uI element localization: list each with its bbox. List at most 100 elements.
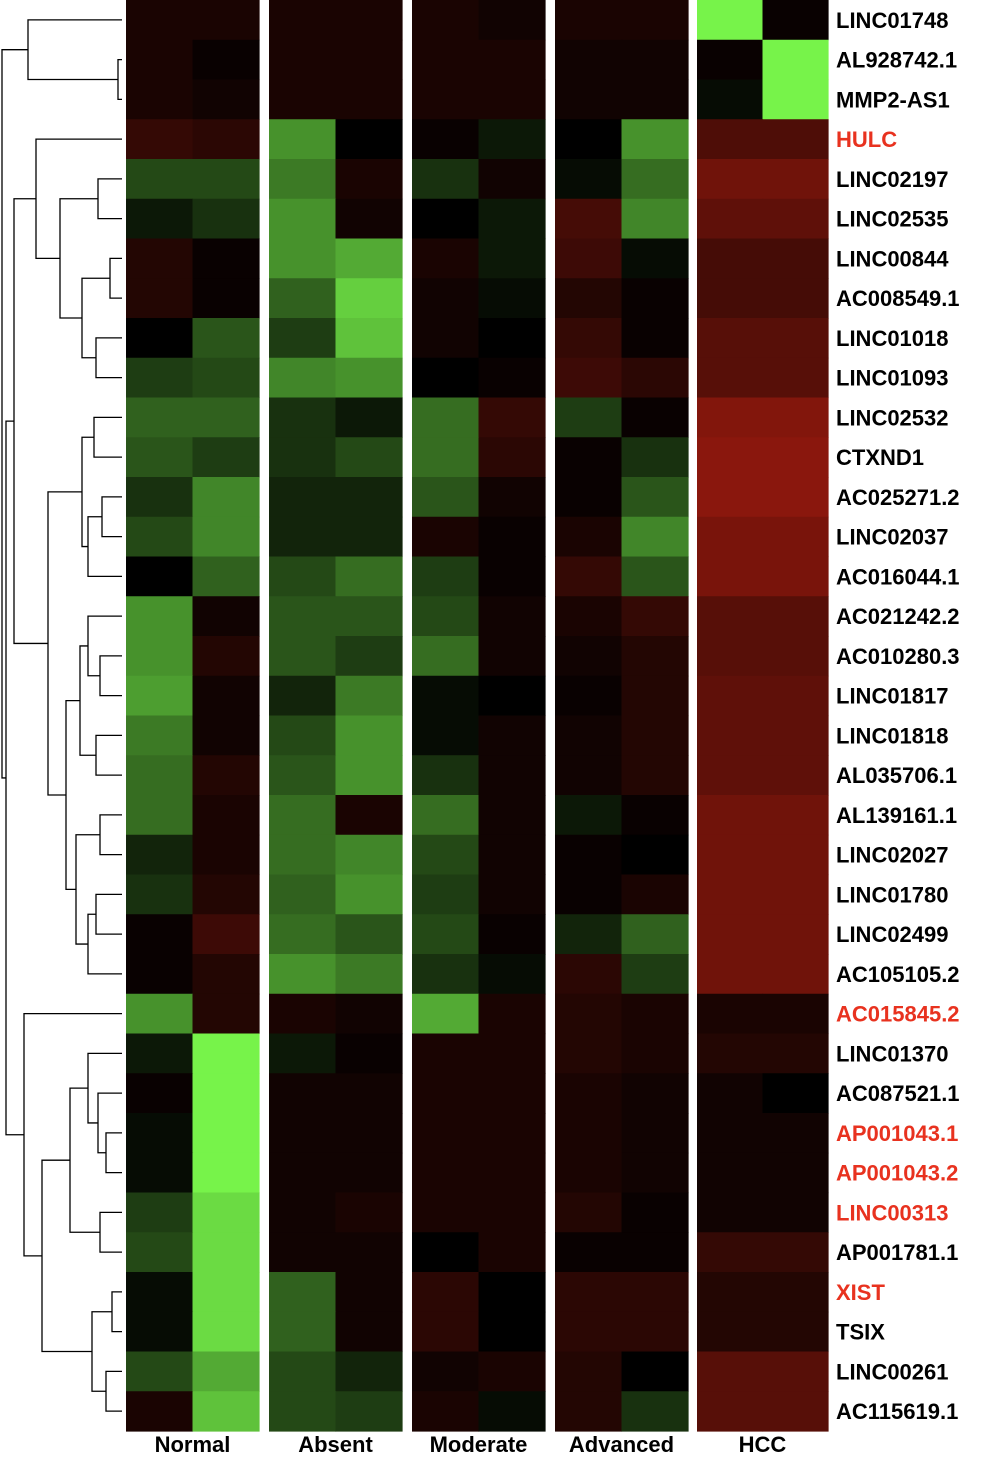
heatmap-cell [621, 596, 689, 637]
heatmap-cell [269, 1311, 337, 1353]
heatmap-cell [555, 1272, 623, 1313]
heatmap-cell [335, 198, 403, 240]
heatmap-cell [192, 993, 260, 1035]
heatmap-cell [555, 1073, 623, 1114]
heatmap-cell [192, 1311, 260, 1353]
heatmap-cell [335, 1351, 403, 1392]
dendrogram-branch [91, 1311, 112, 1392]
heatmap-cell [412, 834, 480, 876]
group-label: Advanced [569, 1432, 674, 1457]
heatmap-cell [478, 198, 546, 240]
row-label: LINC01818 [836, 723, 949, 748]
row-label: AP001781.1 [836, 1240, 958, 1265]
heatmap-cell [335, 914, 403, 955]
heatmap-cell [335, 1311, 403, 1353]
heatmap-cell [335, 1152, 403, 1194]
heatmap-cell [621, 914, 689, 955]
heatmap-cell [697, 318, 764, 359]
heatmap-cell [126, 914, 194, 955]
row-label: AC105105.2 [836, 962, 960, 987]
dendrogram-branch [99, 814, 122, 856]
heatmap-cell [555, 1232, 623, 1273]
heatmap-cell [192, 119, 260, 160]
heatmap-cell [335, 159, 403, 200]
heatmap-cell [621, 1232, 689, 1273]
heatmap-cell [621, 198, 689, 240]
heatmap-cell [478, 1232, 546, 1273]
row-label: LINC00844 [836, 246, 949, 271]
heatmap-cell [762, 357, 829, 399]
row-label: LINC02197 [836, 167, 949, 192]
heatmap-cell [126, 437, 194, 478]
heatmap-cell [697, 1033, 764, 1074]
heatmap-cell [192, 556, 260, 597]
dendrogram-branch [95, 337, 122, 379]
heatmap-cell [621, 477, 689, 518]
row-label: LINC01018 [836, 326, 949, 351]
heatmap-cell [126, 993, 194, 1035]
heatmap-cell [126, 0, 194, 41]
heatmap-cell [621, 834, 689, 876]
heatmap-cell [126, 834, 194, 876]
heatmap-cell [697, 1272, 764, 1313]
heatmap-cell [126, 715, 194, 756]
heatmap-cell [192, 675, 260, 717]
heatmap-cell [412, 1232, 480, 1273]
heatmap-cell [335, 357, 403, 399]
heatmap-cell [621, 1152, 689, 1194]
row-label: CTXND1 [836, 445, 924, 470]
heatmap-cell [478, 954, 546, 995]
heatmap-cell [126, 1073, 194, 1114]
heatmap-cell [126, 954, 194, 995]
dendrogram-branch [99, 655, 122, 697]
heatmap-cell [621, 636, 689, 677]
group-labels: Normal Absent Moderate Advanced HCC [155, 1432, 787, 1457]
heatmap-cell [412, 993, 480, 1035]
heatmap-cell [697, 1192, 764, 1233]
heatmap-cell [269, 397, 337, 438]
heatmap-cell [335, 834, 403, 876]
heatmap-cell [192, 79, 260, 120]
heatmap-cell [335, 79, 403, 120]
heatmap-cell [478, 993, 546, 1035]
heatmap-cell [478, 1113, 546, 1154]
heatmap-cell [555, 914, 623, 955]
dendrogram-branch [87, 615, 122, 677]
heatmap-cell [269, 993, 337, 1035]
heatmap-cell [412, 1391, 480, 1432]
dendrogram-branch [97, 178, 122, 220]
heatmap-cell [126, 675, 194, 717]
heatmap-cell [762, 914, 829, 955]
row-label: LINC01748 [836, 8, 949, 33]
heatmap-cell [412, 1351, 480, 1392]
heatmap-cell [126, 1311, 194, 1353]
heatmap-cell [697, 1391, 764, 1432]
heatmap-cell [412, 0, 480, 41]
heatmap-cell [269, 516, 337, 558]
heatmap-cell [762, 1073, 829, 1114]
heatmap-cell [192, 318, 260, 359]
heatmap-cell [412, 238, 480, 279]
heatmap-cell [762, 636, 829, 677]
heatmap-cell [192, 1033, 260, 1074]
row-label: AP001043.1 [836, 1121, 958, 1146]
heatmap-cell [335, 715, 403, 756]
heatmap-cell [192, 1152, 260, 1194]
dendrogram-branch [5, 420, 24, 1136]
heatmap-cell [126, 39, 194, 81]
heatmap-cell [621, 0, 689, 41]
heatmap-cell [555, 1192, 623, 1233]
heatmap-cell [555, 357, 623, 399]
heatmap-cell [412, 39, 480, 81]
heatmap-cell [412, 755, 480, 796]
heatmap-cell [555, 198, 623, 240]
heatmap-cell [478, 715, 546, 756]
row-label: LINC01780 [836, 882, 949, 907]
heatmap-cell [192, 914, 260, 955]
heatmap-cell [762, 79, 829, 120]
heatmap-cell [762, 715, 829, 756]
heatmap-cell [762, 1391, 829, 1432]
heatmap-cell [555, 318, 623, 359]
heatmap-cell [555, 993, 623, 1035]
